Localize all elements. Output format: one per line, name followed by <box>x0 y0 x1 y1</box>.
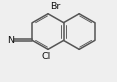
Text: Br: Br <box>50 2 61 11</box>
Text: Cl: Cl <box>41 52 50 61</box>
Text: N: N <box>7 36 14 45</box>
